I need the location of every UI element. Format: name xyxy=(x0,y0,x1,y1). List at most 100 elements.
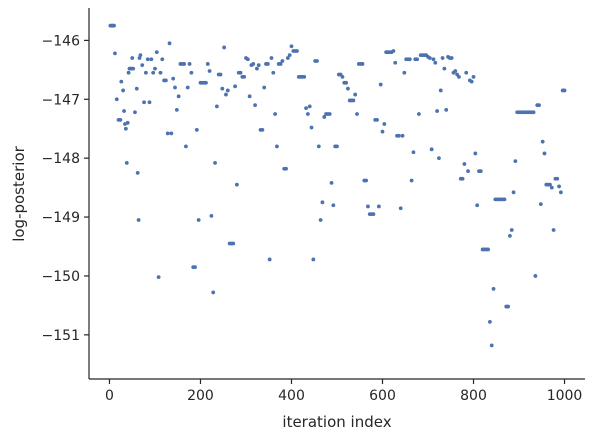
axes-layer xyxy=(88,8,585,380)
y-axis-label: log-posterior xyxy=(10,145,28,241)
data-point xyxy=(231,241,236,246)
data-point xyxy=(123,126,128,131)
data-point xyxy=(366,204,370,209)
data-point xyxy=(302,75,307,79)
ticks-layer: 0 200 400 600 800 1000 −146 −147 −148 −149 −150 −15… xyxy=(42,33,583,404)
data-point xyxy=(511,190,516,195)
data-point xyxy=(273,112,278,116)
data-point xyxy=(311,257,316,262)
data-point xyxy=(207,69,212,73)
data-point xyxy=(124,160,129,165)
data-point xyxy=(305,112,310,116)
data-point xyxy=(340,75,345,79)
data-point xyxy=(346,86,350,91)
data-point xyxy=(196,218,201,222)
data-point xyxy=(351,98,356,103)
data-point xyxy=(262,85,267,90)
data-point xyxy=(513,159,518,164)
data-point xyxy=(154,50,159,55)
data-point xyxy=(473,151,478,156)
data-point xyxy=(247,94,252,99)
data-point xyxy=(225,88,230,93)
data-point xyxy=(531,110,536,115)
y-tick-label: −147 xyxy=(42,92,80,108)
data-point xyxy=(265,62,270,66)
data-point xyxy=(220,86,225,91)
data-point xyxy=(355,112,359,116)
data-point xyxy=(558,190,563,195)
data-point xyxy=(160,57,165,62)
data-point xyxy=(327,112,332,116)
data-point xyxy=(253,103,257,108)
data-point xyxy=(112,23,116,28)
data-point xyxy=(376,204,381,209)
data-point xyxy=(256,63,261,68)
data-point xyxy=(542,151,547,156)
x-tick-label: 800 xyxy=(460,388,487,404)
data-point xyxy=(114,97,119,102)
data-point xyxy=(193,265,197,270)
data-point xyxy=(187,62,192,66)
data-point xyxy=(444,107,449,112)
data-point xyxy=(509,228,514,232)
data-point xyxy=(194,127,199,132)
data-point xyxy=(548,182,552,187)
data-point xyxy=(289,44,294,49)
data-point xyxy=(411,150,416,155)
data-point xyxy=(398,206,403,211)
data-point xyxy=(164,78,168,83)
data-point xyxy=(304,106,308,111)
y-tick-label: −149 xyxy=(42,210,80,226)
data-point xyxy=(380,129,385,134)
data-point xyxy=(486,247,490,252)
data-point xyxy=(149,57,154,62)
y-tick-label: −146 xyxy=(42,33,81,49)
data-point xyxy=(537,103,541,108)
data-point xyxy=(278,62,283,66)
data-point xyxy=(471,75,476,79)
data-point xyxy=(540,139,545,144)
data-point xyxy=(409,178,414,183)
data-point xyxy=(137,56,142,60)
data-point xyxy=(331,203,336,208)
data-point xyxy=(118,117,123,122)
data-point xyxy=(489,343,494,348)
y-tick-label: −150 xyxy=(42,269,80,285)
data-point xyxy=(165,131,170,136)
data-point xyxy=(284,166,288,171)
data-point xyxy=(417,112,421,116)
data-point xyxy=(213,160,217,165)
data-point xyxy=(234,182,239,187)
data-point xyxy=(126,70,131,75)
data-point xyxy=(182,62,187,66)
data-point xyxy=(335,144,339,149)
data-point xyxy=(318,218,323,222)
data-point xyxy=(307,104,312,109)
data-point xyxy=(275,144,279,149)
data-point xyxy=(222,45,227,50)
data-point xyxy=(287,53,292,58)
x-axis-label: iteration index xyxy=(282,413,391,431)
data-point xyxy=(269,56,274,60)
data-point xyxy=(211,290,216,295)
data-point xyxy=(427,56,432,60)
data-point xyxy=(438,88,443,93)
data-point xyxy=(309,125,314,130)
data-point xyxy=(551,228,556,232)
data-point xyxy=(475,203,480,208)
data-point xyxy=(176,94,181,99)
data-point xyxy=(549,185,554,190)
data-point xyxy=(171,76,176,81)
data-point xyxy=(449,56,454,60)
data-point xyxy=(538,202,543,207)
data-point xyxy=(329,181,334,185)
data-point xyxy=(442,66,447,71)
data-point xyxy=(169,131,174,136)
data-point xyxy=(125,120,130,125)
data-point xyxy=(156,275,161,280)
data-point xyxy=(238,70,243,75)
x-tick-label: 200 xyxy=(187,388,214,404)
data-point xyxy=(205,62,210,66)
data-point xyxy=(131,66,136,71)
